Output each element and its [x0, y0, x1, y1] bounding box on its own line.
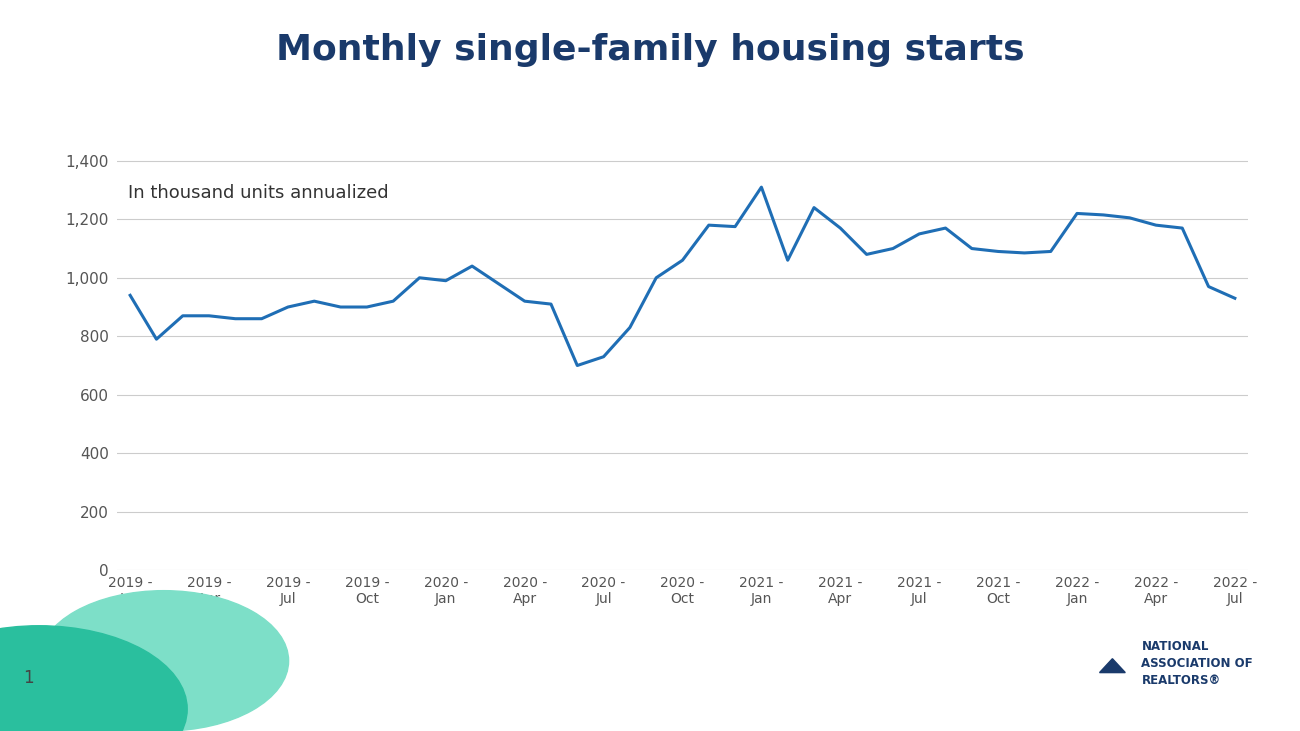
Circle shape [39, 591, 289, 731]
Bar [1065, 639, 1078, 694]
Text: Monthly single-family housing starts: Monthly single-family housing starts [276, 33, 1024, 67]
Bar [1087, 639, 1100, 694]
Text: In thousand units annualized: In thousand units annualized [129, 184, 389, 202]
Text: NATIONAL
ASSOCIATION OF
REALTORS®: NATIONAL ASSOCIATION OF REALTORS® [1141, 640, 1253, 686]
Polygon shape [1100, 659, 1126, 673]
Bar [1104, 639, 1126, 673]
Circle shape [0, 626, 187, 731]
Text: 1: 1 [23, 669, 34, 687]
